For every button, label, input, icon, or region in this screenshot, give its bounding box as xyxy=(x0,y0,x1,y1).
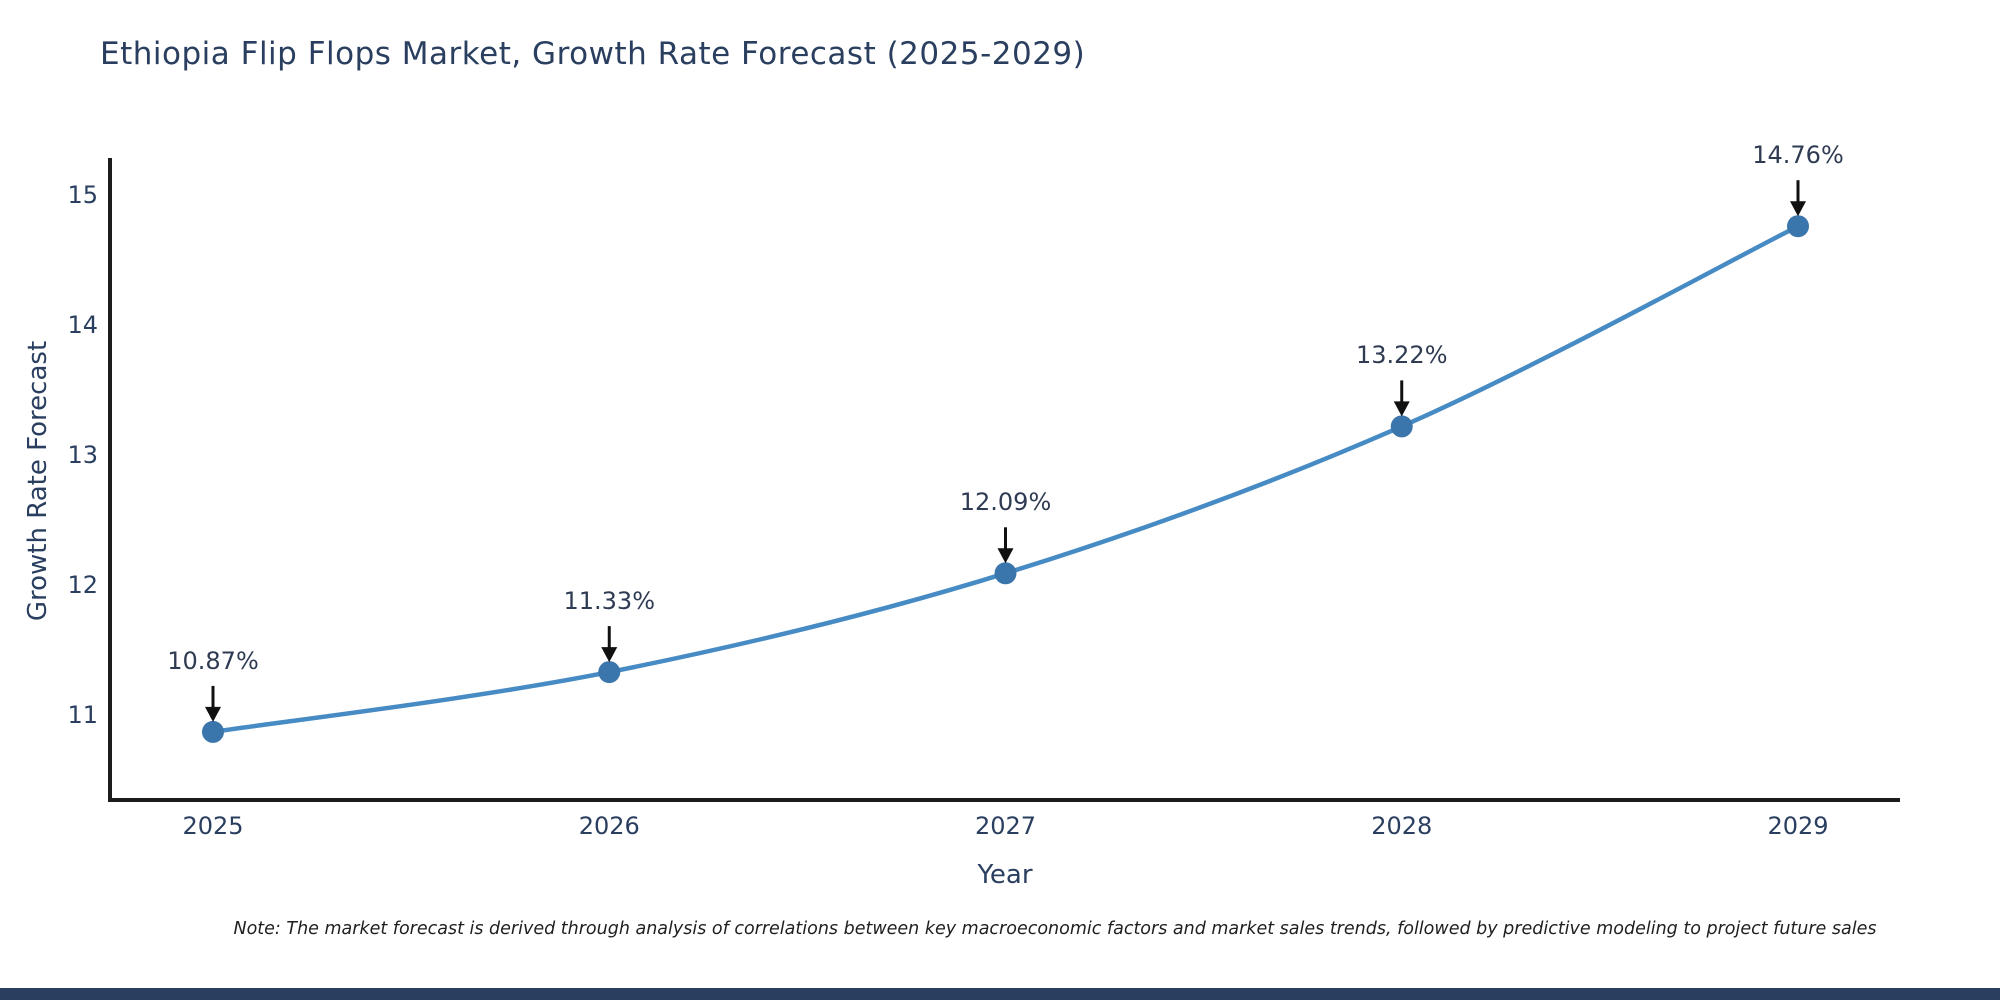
footnote: Note: The market forecast is derived thr… xyxy=(233,919,1877,939)
point-label: 13.22% xyxy=(1355,341,1448,370)
annotation-arrowhead xyxy=(997,548,1014,564)
x-axis-title: Year xyxy=(977,860,1033,890)
point-label: 14.76% xyxy=(1752,141,1844,170)
annotation-arrowhead xyxy=(205,706,221,722)
chart-title: Ethiopia Flip Flops Market, Growth Rate … xyxy=(100,36,1086,72)
y-tick-label: 11 xyxy=(67,701,98,729)
y-tick-label: 14 xyxy=(67,311,98,339)
x-tick-label: 2026 xyxy=(578,812,640,840)
data-point-marker xyxy=(598,661,621,684)
x-tick-label: 2029 xyxy=(1767,812,1829,840)
y-tick-label: 13 xyxy=(67,441,98,469)
series-line xyxy=(210,223,1801,735)
x-tick-label: 2028 xyxy=(1371,812,1433,840)
point-label: 10.87% xyxy=(167,646,259,675)
x-tick-label: 2025 xyxy=(182,812,244,840)
annotation-arrowhead xyxy=(1393,401,1410,417)
bottom-bar xyxy=(0,988,2000,1000)
data-point-marker xyxy=(202,720,224,743)
annotation-arrowhead xyxy=(1790,201,1806,217)
data-point-marker xyxy=(1787,215,1809,238)
point-label: 11.33% xyxy=(563,587,655,616)
y-tick-label: 15 xyxy=(67,181,98,209)
x-tick-label: 2027 xyxy=(974,812,1037,840)
data-point-marker xyxy=(994,562,1017,585)
annotation-arrowhead xyxy=(601,647,618,663)
data-point-marker xyxy=(1390,415,1413,438)
y-tick-label: 12 xyxy=(67,571,98,599)
point-label: 12.09% xyxy=(959,488,1052,517)
